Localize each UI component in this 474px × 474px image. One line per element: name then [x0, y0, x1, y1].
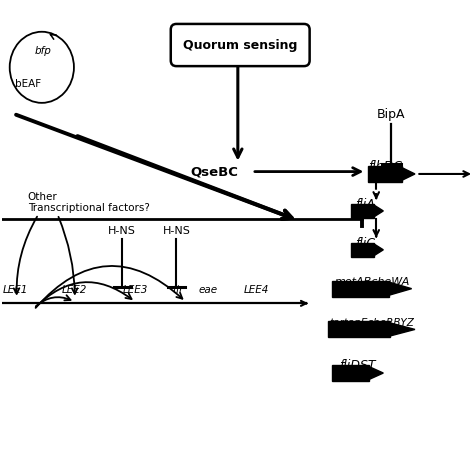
Text: bfp: bfp [35, 46, 52, 56]
Bar [368, 166, 402, 182]
Bar [351, 243, 374, 257]
Text: QseBC: QseBC [190, 165, 238, 178]
Text: LEE3: LEE3 [123, 285, 148, 295]
Text: tir: tir [172, 285, 183, 295]
Text: LEE1: LEE1 [3, 285, 28, 295]
Text: eae: eae [199, 285, 218, 295]
Text: fliA: fliA [355, 198, 375, 211]
Text: LEE4: LEE4 [244, 285, 269, 295]
Polygon shape [390, 282, 411, 295]
Polygon shape [391, 323, 415, 336]
Text: bEAF: bEAF [15, 79, 41, 90]
Text: BipA: BipA [377, 108, 406, 121]
Polygon shape [374, 244, 383, 255]
Text: fliDST: fliDST [339, 359, 376, 373]
Text: flhDC: flhDC [368, 160, 402, 173]
Polygon shape [369, 366, 383, 380]
Text: Quorum sensing: Quorum sensing [183, 38, 297, 52]
Text: LEE2: LEE2 [62, 285, 88, 295]
Polygon shape [402, 167, 415, 181]
FancyBboxPatch shape [171, 24, 310, 66]
Bar [351, 204, 374, 218]
Polygon shape [374, 205, 383, 217]
Bar [332, 281, 390, 297]
Text: fliC: fliC [355, 237, 375, 250]
Text: Other
Transcriptional factors?: Other Transcriptional factors? [27, 191, 149, 213]
Text: H-NS: H-NS [108, 226, 136, 236]
Bar [332, 365, 369, 381]
Text: H-NS: H-NS [163, 226, 191, 236]
Text: motABcheWA: motABcheWA [335, 277, 410, 287]
Text: tartapEcheRBYZ: tartapEcheRBYZ [329, 318, 414, 328]
Bar [328, 321, 391, 337]
